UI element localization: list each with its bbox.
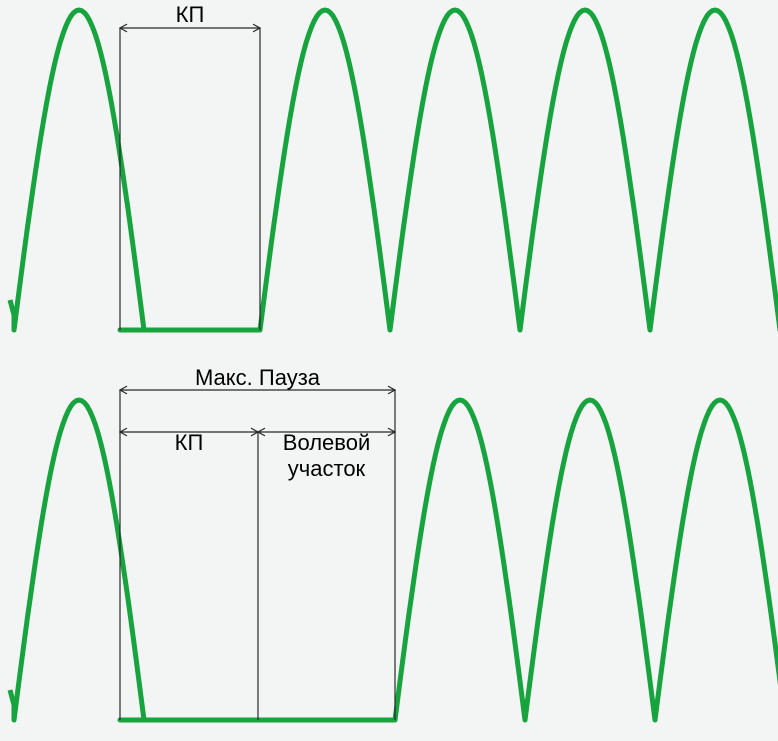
bottom-wave	[10, 400, 778, 720]
kp-label-top: КП	[176, 2, 205, 27]
kp-dimension-top	[120, 24, 260, 330]
kp-label-bottom: КП	[175, 430, 204, 455]
volitional-label-2: участок	[288, 456, 366, 481]
diagram-svg: КП Макс. Пауза КП Волевойучасток	[0, 0, 778, 741]
max-pause-label: Макс. Пауза	[195, 365, 321, 390]
top-wave	[10, 10, 778, 330]
volitional-label-1: Волевой	[283, 430, 370, 455]
